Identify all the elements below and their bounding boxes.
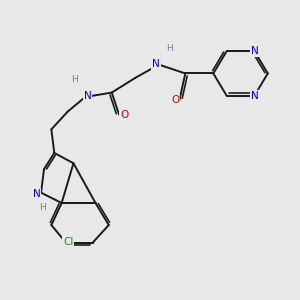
Text: Cl: Cl: [63, 237, 73, 247]
Text: N: N: [152, 59, 160, 69]
Text: O: O: [120, 110, 128, 120]
Text: H: H: [167, 44, 173, 53]
Text: H: H: [39, 203, 46, 212]
Text: H: H: [71, 75, 78, 84]
Text: N: N: [33, 189, 41, 199]
Text: N: N: [251, 46, 258, 56]
Text: O: O: [171, 95, 179, 105]
Text: N: N: [251, 91, 258, 100]
Text: N: N: [84, 91, 92, 100]
